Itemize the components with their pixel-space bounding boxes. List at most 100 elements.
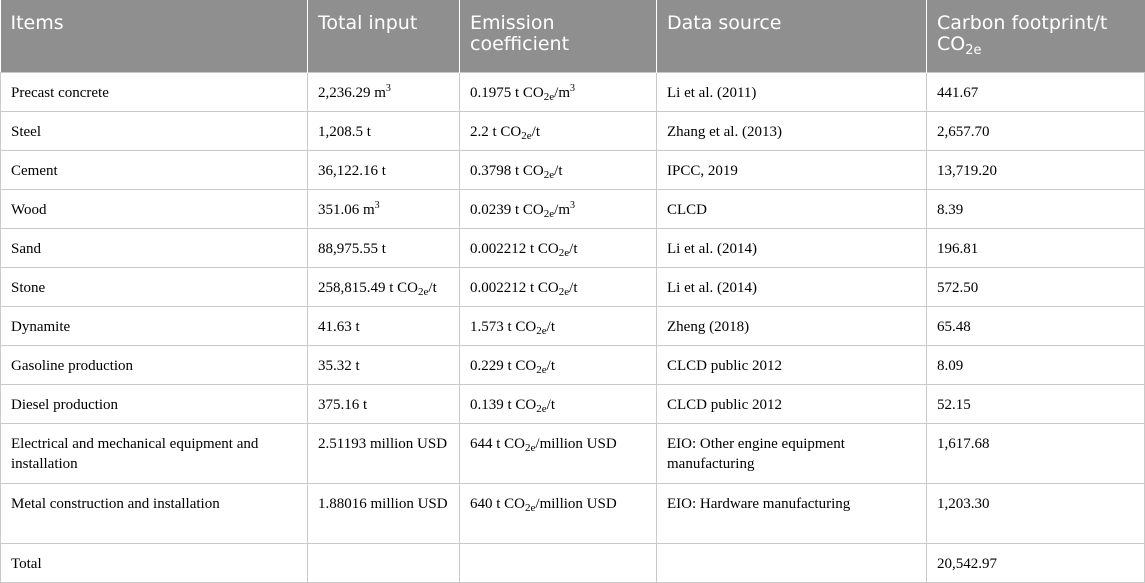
cell-total-input: 351.06 m3 <box>307 188 460 229</box>
table-row: Metal construction and installation 1.880… <box>0 482 1145 544</box>
coef-unit: /t <box>569 279 578 296</box>
input-text: 35.32 t <box>318 357 360 374</box>
footprint-value: 196.81 <box>937 240 979 257</box>
table-body: Precast concrete 2,236.29 m3 0.1975 t CO2e… <box>0 71 1145 583</box>
coef-subscript: 2e <box>525 441 536 454</box>
footprint-value: 13,719.20 <box>937 162 997 179</box>
cell-carbon-footprint: 1,617.68 <box>926 422 1145 484</box>
cell-emission-coefficient: 1.573 t CO2e/t <box>459 305 657 346</box>
source-text: Li et al. (2011) <box>667 84 757 101</box>
coef-text: 0.3798 t CO <box>470 162 544 179</box>
item-text: Gasoline production <box>11 357 134 374</box>
source-text: EIO: Hardware manufacturing <box>667 495 851 512</box>
cell-data-source: Zheng (2018) <box>656 305 927 346</box>
cell-emission-coefficient: 2.2 t CO2e/t <box>459 110 657 151</box>
item-text: Metal construction and installation <box>11 495 220 512</box>
coef-text: 2.2 t CO <box>470 123 522 140</box>
table-row: Precast concrete 2,236.29 m3 0.1975 t CO2e… <box>0 71 1145 112</box>
cell-total-input <box>307 542 460 583</box>
cell-total-input: 258,815.49 t CO2e/t <box>307 266 460 307</box>
input-text: 258,815.49 t CO <box>318 279 419 296</box>
cell-carbon-footprint: 2,657.70 <box>926 110 1145 151</box>
cell-emission-coefficient: 0.139 t CO2e/t <box>459 383 657 424</box>
cell-carbon-footprint: 52.15 <box>926 383 1145 424</box>
header-subscript: 2e <box>965 43 982 58</box>
cell-item: Stone <box>0 266 308 307</box>
header-text: Total input <box>318 12 418 34</box>
table-row: Cement 36,122.16 t 0.3798 t CO2e/t IPCC, 20… <box>0 149 1145 190</box>
header-items: Items <box>0 0 308 72</box>
cell-emission-coefficient: 0.1975 t CO2e/m3 <box>459 71 657 112</box>
input-text: 88,975.55 t <box>318 240 386 257</box>
cell-emission-coefficient: 0.002212 t CO2e/t <box>459 266 657 307</box>
coef-subscript: 2e <box>536 363 547 376</box>
header-emission-coefficient: Emission coefficient <box>459 0 657 72</box>
cell-item: Wood <box>0 188 308 229</box>
cell-emission-coefficient: 644 t CO2e/million USD <box>459 422 657 484</box>
coef-subscript: 2e <box>525 501 536 514</box>
coef-superscript: 3 <box>570 199 575 211</box>
cell-emission-coefficient <box>459 542 657 583</box>
table-row: Dynamite 41.63 t 1.573 t CO2e/t Zheng (2018… <box>0 305 1145 346</box>
cell-total-input: 375.16 t <box>307 383 460 424</box>
item-text: Wood <box>11 201 47 218</box>
cell-carbon-footprint: 8.39 <box>926 188 1145 229</box>
coef-subscript: 2e <box>558 285 570 298</box>
input-text: 2,236.29 m <box>318 84 386 101</box>
cell-emission-coefficient: 0.229 t CO2e/t <box>459 344 657 385</box>
coef-subscript: 2e <box>543 207 555 220</box>
input-text: 36,122.16 t <box>318 162 386 179</box>
cell-total-input: 2.51193 million USD <box>307 422 460 484</box>
cell-emission-coefficient: 0.002212 t CO2e/t <box>459 227 657 268</box>
header-row: Items Total input Emission coefficient Data… <box>0 0 1145 72</box>
header-carbon-footprint: Carbon footprint/t CO2e <box>926 0 1145 72</box>
input-unit: /t <box>428 279 437 296</box>
cell-data-source: Li et al. (2011) <box>656 71 927 112</box>
header-total-input: Total input <box>307 0 460 72</box>
coef-text: 0.229 t CO <box>470 357 537 374</box>
footprint-value: 8.09 <box>937 357 964 374</box>
cell-data-source: CLCD public 2012 <box>656 344 927 385</box>
cell-carbon-footprint: 572.50 <box>926 266 1145 307</box>
table-header: Items Total input Emission coefficient Data… <box>0 0 1145 72</box>
cell-data-source: EIO: Other engine equipment manufacturin… <box>656 422 927 484</box>
coef-subscript: 2e <box>558 246 570 259</box>
cell-total-input: 1.88016 million USD <box>307 482 460 544</box>
cell-data-source: CLCD <box>656 188 927 229</box>
coef-unit: /t <box>546 357 555 374</box>
source-text: Zheng (2018) <box>667 318 750 335</box>
coef-text: 0.139 t CO <box>470 396 537 413</box>
cell-item: Precast concrete <box>0 71 308 112</box>
cell-carbon-footprint: 441.67 <box>926 71 1145 112</box>
cell-data-source: Li et al. (2014) <box>656 266 927 307</box>
table-row: Gasoline production 35.32 t 0.229 t CO2e/t… <box>0 344 1145 385</box>
cell-emission-coefficient: 0.0239 t CO2e/m3 <box>459 188 657 229</box>
input-subscript: 2e <box>418 285 429 298</box>
coef-text: 0.1975 t CO <box>470 84 544 101</box>
table-row: Stone 258,815.49 t CO2e/t 0.002212 t CO2e/… <box>0 266 1145 307</box>
cell-data-source: IPCC, 2019 <box>656 149 927 190</box>
cell-carbon-footprint: 65.48 <box>926 305 1145 346</box>
item-text: Electrical and mechanical equipment and … <box>11 435 259 472</box>
header-text: Data source <box>667 12 782 34</box>
cell-emission-coefficient: 0.3798 t CO2e/t <box>459 149 657 190</box>
coef-subscript: 2e <box>543 168 555 181</box>
item-text: Stone <box>11 279 46 296</box>
cell-carbon-footprint: 1,203.30 <box>926 482 1145 544</box>
item-text: Steel <box>11 123 41 140</box>
cell-total-input: 2,236.29 m3 <box>307 71 460 112</box>
item-text: Dynamite <box>11 318 71 335</box>
coef-unit: /m <box>554 201 570 218</box>
cell-item: Steel <box>0 110 308 151</box>
item-text: Sand <box>11 240 41 257</box>
header-data-source: Data source <box>656 0 927 72</box>
cell-item: Electrical and mechanical equipment and … <box>0 422 308 484</box>
header-text: Items <box>10 12 64 34</box>
footprint-value: 8.39 <box>937 201 964 218</box>
table-row: Wood 351.06 m3 0.0239 t CO2e/m3 CLCD 8.39 <box>0 188 1145 229</box>
source-text: Li et al. (2014) <box>667 240 757 257</box>
source-text: CLCD <box>667 201 708 218</box>
header-text: Emission coefficient <box>470 12 570 55</box>
cell-item: Diesel production <box>0 383 308 424</box>
